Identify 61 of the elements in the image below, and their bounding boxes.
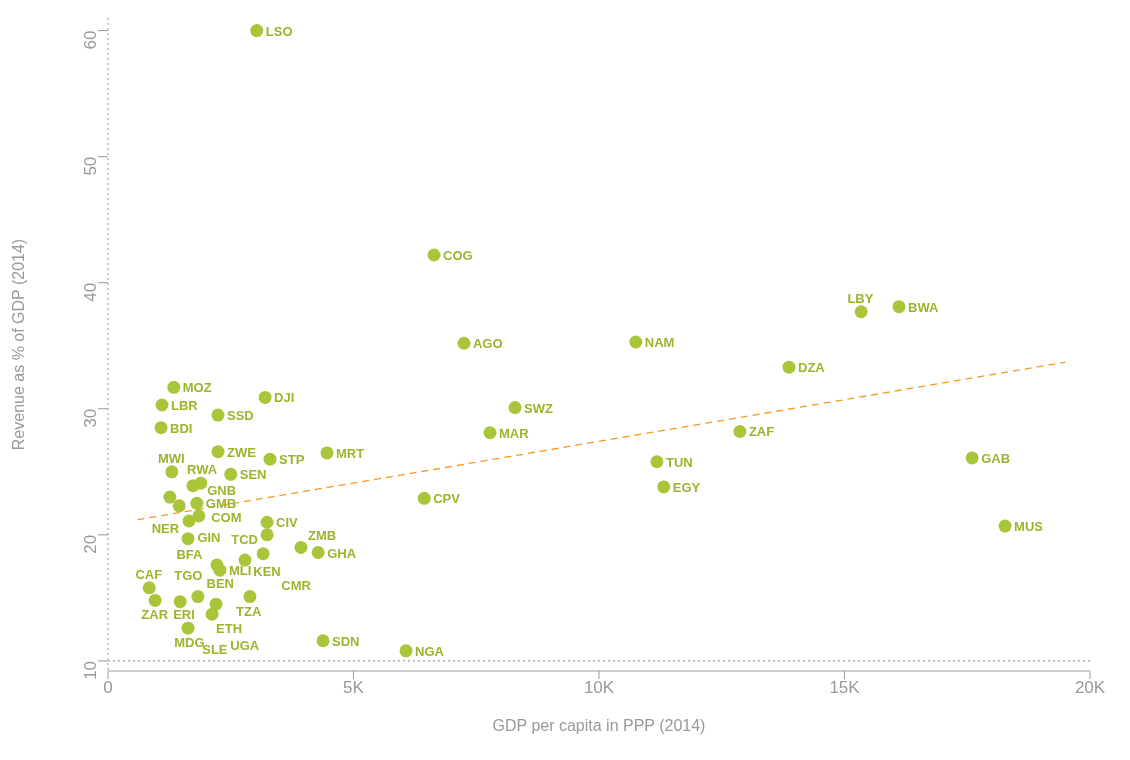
annotation: MOZ [182,380,212,396]
annotation: MLI [228,563,252,579]
x-tick-label: 5K [343,678,365,698]
annotation: GHA [327,545,357,561]
y-tick-label: 30 [81,408,101,428]
x-tick-label: 10K [583,678,615,698]
annotation: SDN [332,633,360,649]
annotation: ETH [216,620,243,636]
annotation: ZAF [748,424,775,440]
annotation: LBY [847,290,874,306]
annotation: SWZ [524,400,553,416]
annotation: BWA [908,299,939,315]
annotation: DZA [798,360,826,376]
annotation: NER [151,521,180,537]
annotation: GNB [207,482,237,498]
annotation: TGO [174,568,203,584]
annotation: COG [443,248,473,263]
annotation: ZMB [307,528,337,544]
y-tick-label: 20 [81,534,101,554]
y-tick-label: 60 [81,30,101,50]
annotation: MUS [1014,519,1044,535]
annotation: COM [211,509,242,525]
annotation: GAB [981,450,1011,466]
annotation: NGA [415,643,445,659]
annotation: ZWE [226,444,257,460]
annotation: MAR [499,425,530,441]
y-tick-label: 50 [81,156,101,176]
annotation: NAM [644,334,675,350]
annotation: CPV [433,491,461,507]
y-axis-title: Revenue as % of GDP (2014) [9,238,27,451]
annotation: LBR [171,398,199,414]
annotation: CAF [135,566,163,582]
y-tick-label: 40 [81,282,101,302]
annotation: LSO [265,23,293,39]
y-tick-label: 10 [81,660,101,680]
annotation: RWA [187,462,218,478]
annotation: GIN [197,530,221,546]
x-tick-label: 20K [1074,678,1106,698]
annotation: DJI [274,390,295,406]
x-tick-label: 0 [103,678,113,698]
annotation: EGY [672,479,701,495]
annotation: AGO [472,336,503,352]
annotation: BDI [170,420,193,436]
x-axis-title: GDP per capita in PPP (2014) [492,717,706,734]
annotation: TUN [665,454,693,470]
annotation: CMR [281,577,312,593]
x-tick-label: 15K [829,678,861,698]
annotation: SEN [239,467,267,483]
annotation: SSD [226,408,254,424]
annotation: TCD [231,532,258,548]
annotation: ERI [173,606,195,622]
annotation: ZAR [141,607,169,623]
annotation: TZA [236,603,262,619]
annotation: MWI [158,450,185,466]
annotation: STP [279,452,305,468]
annotation: CIV [276,515,299,531]
annotation: KEN [253,564,281,580]
annotation: UGA [230,638,260,654]
annotation: MRT [335,445,365,461]
annotation: BEN [206,576,234,592]
annotation: BFA [176,547,204,563]
